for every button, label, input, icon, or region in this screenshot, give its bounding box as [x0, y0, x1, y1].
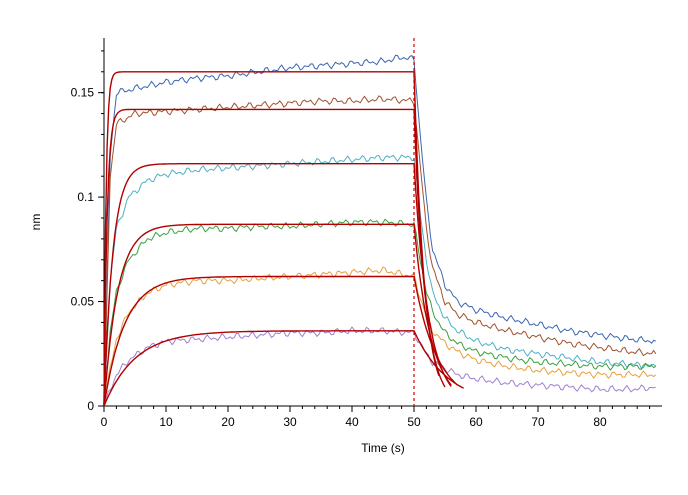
fit-curve-line — [103, 162, 452, 407]
x-axis-label: Time (s) — [361, 441, 405, 455]
x-tick-label: 20 — [221, 415, 235, 429]
y-tick-label: 0 — [87, 399, 94, 413]
fit-curve-line — [103, 108, 446, 407]
data-series-line — [103, 154, 657, 407]
fit-curve-line — [103, 275, 458, 407]
x-tick-label: 10 — [159, 415, 173, 429]
x-tick-label: 30 — [283, 415, 297, 429]
fit-curves — [103, 71, 464, 407]
x-tick-label: 60 — [469, 415, 483, 429]
y-tick-label: 0.1 — [77, 190, 94, 204]
fit-curve-line — [103, 330, 464, 407]
x-tick-label: 70 — [531, 415, 545, 429]
x-tick-label: 40 — [345, 415, 359, 429]
fit-curve-line — [103, 223, 452, 407]
data-series-line — [103, 326, 656, 407]
x-tick-label: 50 — [407, 415, 421, 429]
y-axis-label: nm — [29, 214, 43, 231]
data-series — [103, 54, 657, 407]
ticks: 0 10 20 30 40 50 60 70 80 0 0.05 0.1 0.15 — [71, 50, 651, 429]
y-tick-label: 0.15 — [71, 86, 95, 100]
data-series-line — [103, 218, 657, 407]
fit-curve-line — [103, 71, 440, 407]
x-tick-label: 80 — [593, 415, 607, 429]
data-series-line — [103, 54, 656, 407]
data-series-line — [103, 95, 657, 407]
y-tick-label: 0.05 — [71, 295, 95, 309]
x-tick-label: 0 — [101, 415, 108, 429]
data-series-line — [103, 266, 657, 407]
